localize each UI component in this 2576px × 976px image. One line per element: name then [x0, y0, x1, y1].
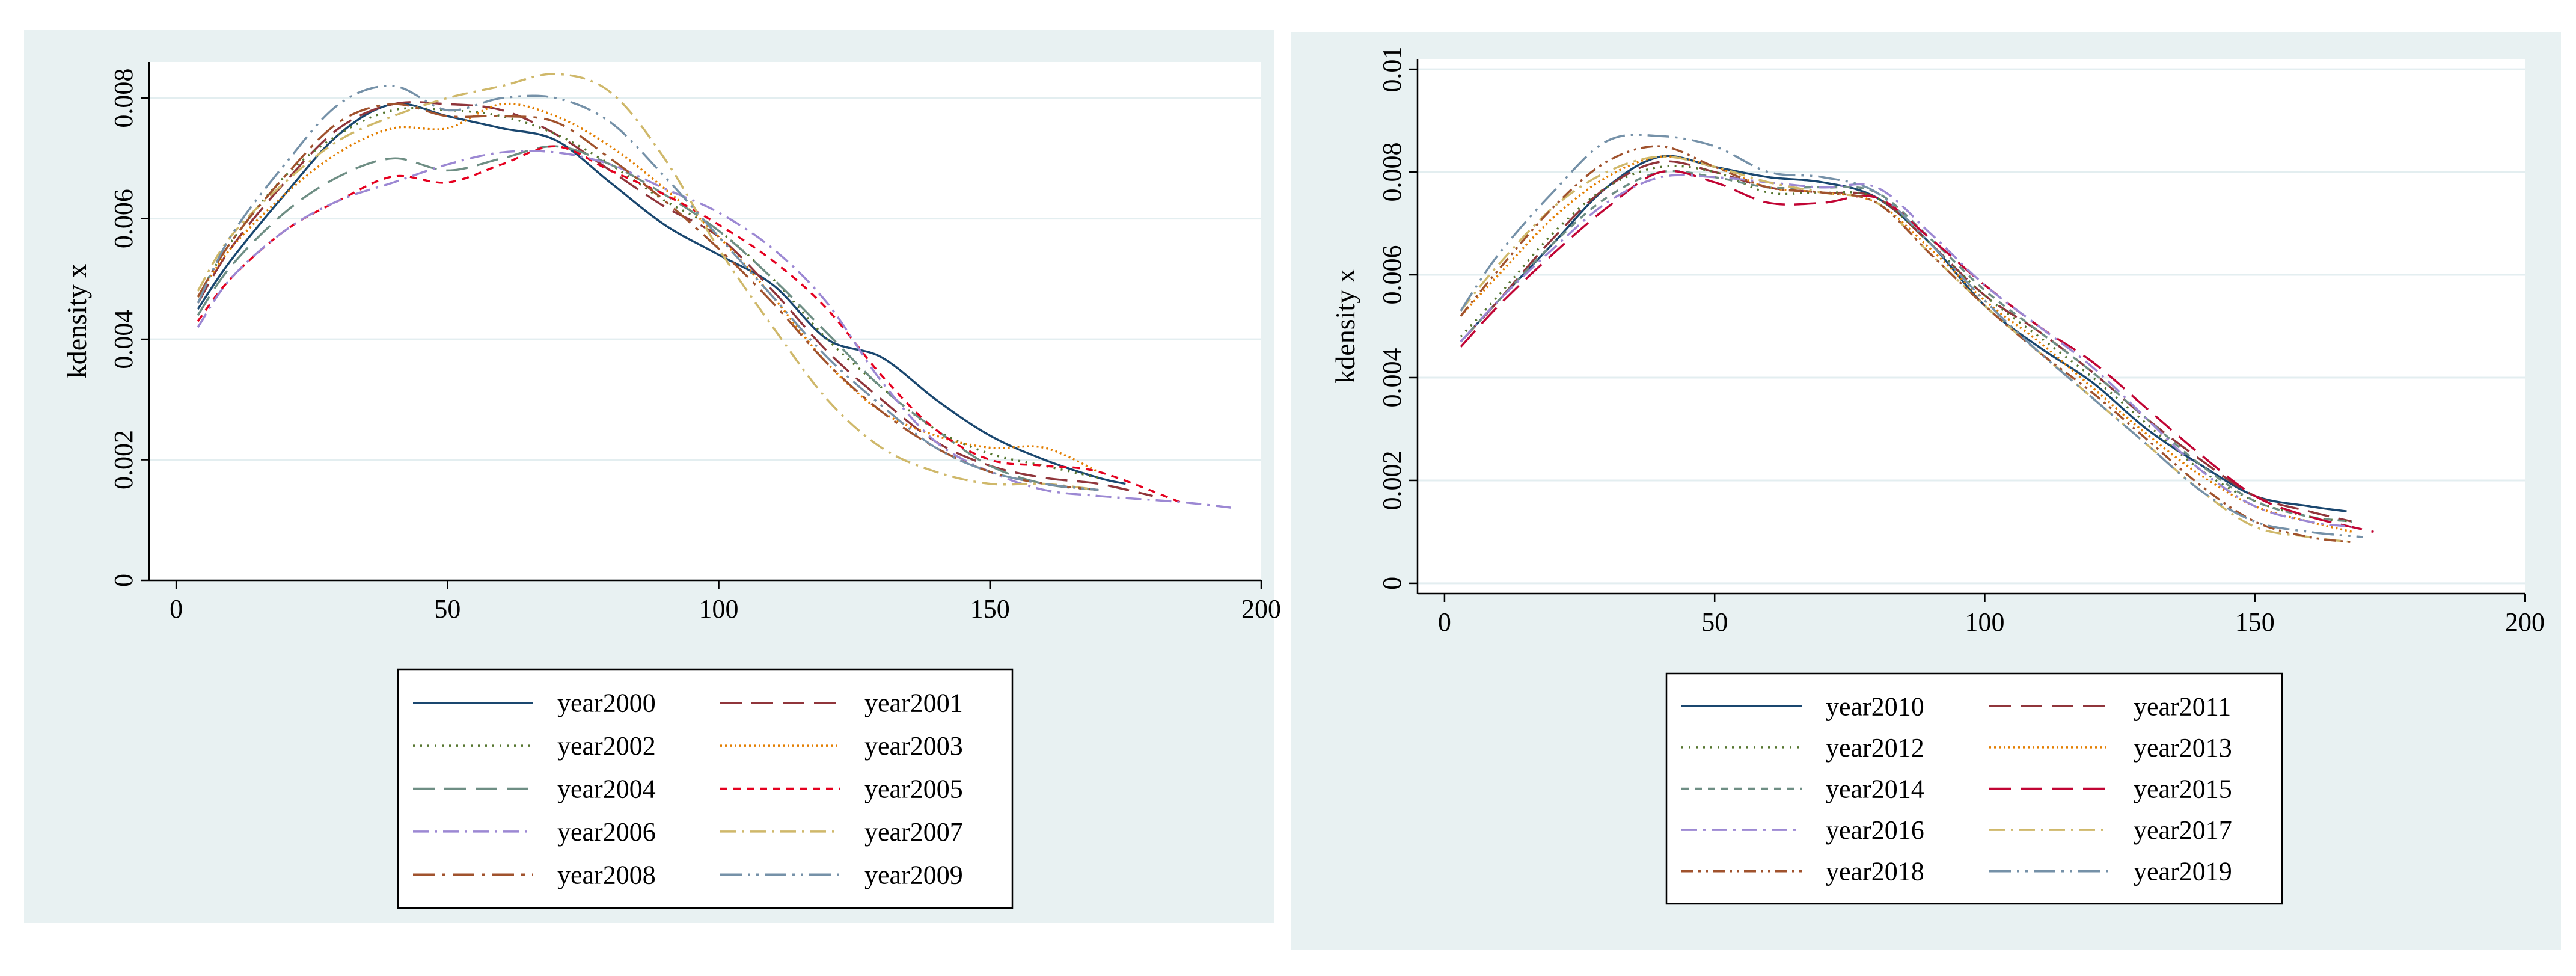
series-line-year2000	[197, 102, 1126, 485]
y-tick-label: 0	[1377, 577, 1407, 590]
y-tick-label: 0.004	[1377, 348, 1407, 407]
legend-label: year2009	[864, 860, 963, 889]
legend-label: year2008	[557, 860, 656, 889]
series-line-year2004	[197, 145, 1099, 491]
y-tick-label: 0.01	[1377, 46, 1407, 93]
y-tick-label: 0.002	[109, 430, 138, 490]
legend: year2010 year2011 year2012 year2013 year2014…	[1665, 672, 2283, 905]
series-line-year2013	[1460, 155, 2352, 533]
x-tick-label: 50	[1701, 607, 1728, 637]
y-tick-label: 0	[109, 574, 138, 587]
x-tick-label: 150	[970, 594, 1010, 624]
y-tick-label: 0.006	[109, 189, 138, 248]
legend-label: year2001	[864, 689, 963, 718]
legend: year2000 year2001 year2002 year2003 year2004…	[397, 668, 1014, 909]
x-tick-label: 200	[2505, 607, 2545, 637]
x-tick-label: 200	[1241, 594, 1281, 624]
legend-label: year2011	[2134, 692, 2231, 721]
legend-label: year2003	[864, 731, 963, 761]
series-line-year2014	[1460, 170, 2352, 523]
y-axis-label: kdensity x	[61, 264, 92, 378]
x-tick-label: 100	[1965, 607, 2004, 637]
series-line-year2016	[1460, 174, 2352, 528]
legend-label: year2004	[557, 775, 656, 804]
legend-label: year2005	[864, 775, 963, 804]
series-lines	[1460, 134, 2374, 544]
series-line-year2003	[197, 102, 1100, 473]
x-tick-label: 0	[1438, 607, 1451, 637]
legend-label: year2010	[1826, 692, 1924, 721]
legend-label: year2000	[557, 689, 656, 718]
legend-label: year2015	[2134, 775, 2232, 804]
legend-label: year2013	[2134, 733, 2232, 763]
series-line-year2006	[197, 150, 1235, 509]
series-line-year2002	[197, 107, 1099, 479]
legend-label: year2012	[1826, 733, 1924, 763]
legend-label: year2017	[2134, 815, 2232, 845]
y-tick-label: 0.002	[1377, 450, 1407, 510]
y-axis-label: kdensity x	[1330, 269, 1360, 383]
legend-label: year2007	[864, 817, 963, 847]
chart-panel-1: 0 0.002 0.004 0.006 0.008 0 50 100 150 200 kdensit…	[24, 30, 1281, 923]
series-line-year2018	[1460, 145, 2352, 544]
chart-panel-2: 0 0.002 0.004 0.006 0.008 0.01 0 50 100 150 200 kde…	[1291, 32, 2561, 950]
series-line-year2007	[197, 73, 1099, 491]
x-tick-label: 0	[170, 594, 183, 624]
legend-label: year2002	[557, 731, 656, 761]
y-tick-label: 0.008	[1377, 143, 1407, 202]
series-line-year2011	[1460, 160, 2352, 523]
y-tick-label: 0.006	[1377, 245, 1407, 305]
legend-box	[397, 668, 1014, 909]
y-tick-label: 0.004	[109, 310, 138, 369]
series-line-year2019	[1460, 134, 2363, 538]
series-lines	[197, 73, 1235, 509]
series-line-year2015	[1460, 170, 2374, 533]
legend-label: year2019	[2134, 857, 2232, 886]
plot-area	[1418, 59, 2525, 594]
legend-label: year2016	[1826, 815, 1924, 845]
series-line-year2009	[197, 85, 1099, 491]
series-line-year2008	[197, 103, 1099, 491]
legend-label: year2014	[1826, 775, 1924, 804]
legend-label: year2006	[557, 817, 656, 847]
x-tick-label: 100	[699, 594, 739, 624]
series-line-year2010	[1460, 155, 2347, 512]
x-tick-label: 150	[2235, 607, 2275, 637]
series-line-year2012	[1460, 165, 2352, 523]
y-tick-label: 0.008	[109, 69, 138, 128]
legend-label: year2018	[1826, 857, 1924, 886]
plot-area	[149, 62, 1261, 580]
x-tick-label: 50	[434, 594, 460, 624]
legend-box	[1665, 672, 2283, 905]
